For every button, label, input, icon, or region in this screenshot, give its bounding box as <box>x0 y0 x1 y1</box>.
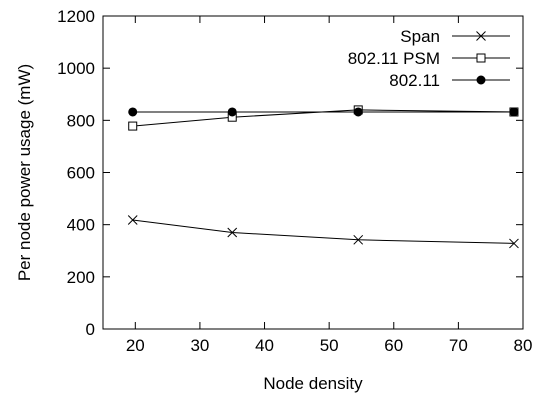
data-point-802-11-psm <box>128 121 138 131</box>
data-point-802-11 <box>128 107 138 117</box>
data-point-802-11 <box>353 107 363 117</box>
legend-marker-802-11-psm <box>476 53 486 63</box>
y-tick-label: 1000 <box>57 59 95 78</box>
y-tick-label: 400 <box>67 216 95 235</box>
y-tick-label: 800 <box>67 111 95 130</box>
data-point-802-11 <box>509 107 519 117</box>
data-point-span <box>127 215 138 225</box>
legend-marker-span <box>476 31 486 41</box>
data-point-span <box>227 227 238 238</box>
legend-label-span: Span <box>400 27 440 46</box>
data-point-802-11 <box>227 107 237 117</box>
legend: Span 802.11 PSM 802.11 <box>348 27 510 90</box>
legend-label-802-11-psm: 802.11 PSM <box>348 49 440 68</box>
legend-marker-802-11 <box>476 75 486 85</box>
data-point-span <box>353 234 364 245</box>
series-line-span <box>132 219 515 244</box>
y-axis-label: Per node power usage (mW) <box>15 64 34 281</box>
y-tick-label: 1200 <box>57 7 95 26</box>
data-point-span <box>509 238 519 249</box>
x-tick-label: 30 <box>190 336 209 355</box>
legend-label-802-11: 802.11 <box>389 71 440 90</box>
y-tick-label: 0 <box>86 320 95 339</box>
plot-area-border <box>102 15 524 330</box>
x-tick-label: 40 <box>255 336 274 355</box>
x-tick-label: 20 <box>126 336 145 355</box>
x-axis-label: Node density <box>263 374 363 393</box>
series-line-802-11-psm <box>132 109 515 127</box>
x-tick-label: 60 <box>384 336 403 355</box>
x-tick-label: 70 <box>449 336 468 355</box>
x-tick-label: 50 <box>320 336 339 355</box>
x-tick-label: 80 <box>514 336 533 355</box>
y-tick-label: 600 <box>67 164 95 183</box>
y-tick-label: 200 <box>67 268 95 287</box>
plot-frame <box>102 15 524 330</box>
series-group <box>127 105 519 249</box>
